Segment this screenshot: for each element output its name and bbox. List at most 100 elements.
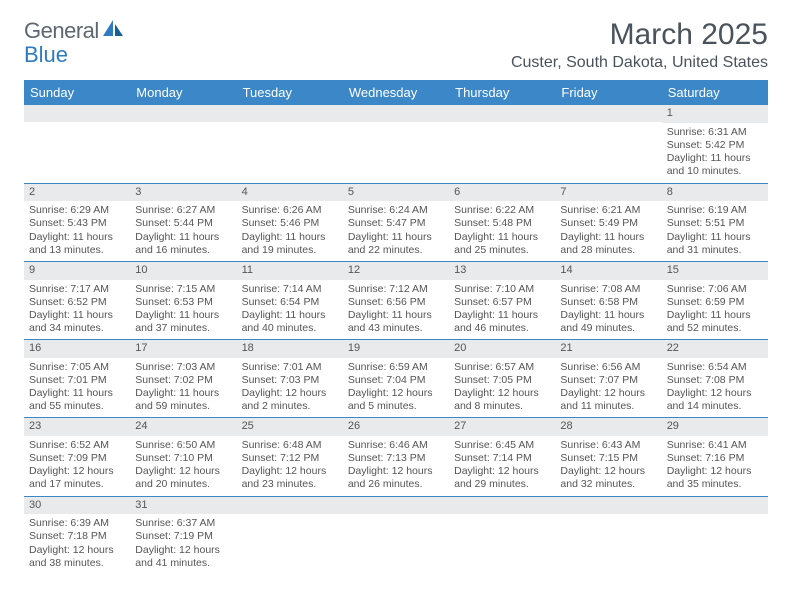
cell-line: Sunset: 5:48 PM	[454, 217, 550, 230]
cell-line: Daylight: 11 hours	[242, 309, 338, 322]
cell-line: Sunset: 7:07 PM	[560, 374, 656, 387]
cell-line: Daylight: 12 hours	[29, 544, 125, 557]
calendar-cell	[555, 496, 661, 574]
cell-line: Sunrise: 6:48 AM	[242, 439, 338, 452]
cell-line: Sunrise: 6:54 AM	[667, 361, 763, 374]
cell-body: Sunrise: 6:50 AMSunset: 7:10 PMDaylight:…	[130, 436, 236, 496]
cell-line: Sunrise: 7:06 AM	[667, 283, 763, 296]
cell-line: Daylight: 12 hours	[667, 387, 763, 400]
cell-line: Sunset: 6:56 PM	[348, 296, 444, 309]
cell-line: Sunrise: 6:45 AM	[454, 439, 550, 452]
cell-body: Sunrise: 7:15 AMSunset: 6:53 PMDaylight:…	[130, 280, 236, 340]
cell-line: Sunset: 7:13 PM	[348, 452, 444, 465]
day-header-row: Sunday Monday Tuesday Wednesday Thursday…	[24, 80, 768, 105]
cell-line: and 8 minutes.	[454, 400, 550, 413]
cell-line: and 13 minutes.	[29, 244, 125, 257]
cell-body: Sunrise: 6:29 AMSunset: 5:43 PMDaylight:…	[24, 201, 130, 261]
cell-line: Sunrise: 6:29 AM	[29, 204, 125, 217]
cell-line: Daylight: 12 hours	[29, 465, 125, 478]
cell-line: Daylight: 11 hours	[454, 231, 550, 244]
cell-line: Daylight: 12 hours	[348, 465, 444, 478]
cell-line: and 14 minutes.	[667, 400, 763, 413]
cell-line: and 41 minutes.	[135, 557, 231, 570]
cell-line: Sunset: 5:43 PM	[29, 217, 125, 230]
day-number	[237, 105, 343, 122]
day-number: 9	[24, 262, 130, 280]
calendar-cell: 25Sunrise: 6:48 AMSunset: 7:12 PMDayligh…	[237, 418, 343, 496]
calendar-cell	[237, 105, 343, 183]
cell-body: Sunrise: 6:26 AMSunset: 5:46 PMDaylight:…	[237, 201, 343, 261]
calendar-cell	[343, 496, 449, 574]
calendar-cell: 1Sunrise: 6:31 AMSunset: 5:42 PMDaylight…	[662, 105, 768, 183]
cell-line: and 17 minutes.	[29, 478, 125, 491]
cell-line: Daylight: 11 hours	[348, 231, 444, 244]
cell-line: Sunset: 7:03 PM	[242, 374, 338, 387]
calendar-cell: 7Sunrise: 6:21 AMSunset: 5:49 PMDaylight…	[555, 183, 661, 261]
calendar-cell	[449, 496, 555, 574]
cell-line: Daylight: 12 hours	[667, 465, 763, 478]
day-number: 27	[449, 418, 555, 436]
cell-line: Daylight: 11 hours	[667, 152, 763, 165]
cell-line: Sunrise: 6:21 AM	[560, 204, 656, 217]
day-number: 24	[130, 418, 236, 436]
cell-line: and 16 minutes.	[135, 244, 231, 257]
calendar-cell: 31Sunrise: 6:37 AMSunset: 7:19 PMDayligh…	[130, 496, 236, 574]
day-number: 15	[662, 262, 768, 280]
day-number: 7	[555, 184, 661, 202]
day-number: 30	[24, 497, 130, 515]
cell-line: and 52 minutes.	[667, 322, 763, 335]
calendar-cell	[555, 105, 661, 183]
calendar-cell: 19Sunrise: 6:59 AMSunset: 7:04 PMDayligh…	[343, 340, 449, 418]
cell-line: Daylight: 11 hours	[135, 309, 231, 322]
cell-body: Sunrise: 6:19 AMSunset: 5:51 PMDaylight:…	[662, 201, 768, 261]
cell-body: Sunrise: 6:31 AMSunset: 5:42 PMDaylight:…	[662, 123, 768, 183]
day-number: 16	[24, 340, 130, 358]
day-number	[662, 497, 768, 514]
calendar-cell: 27Sunrise: 6:45 AMSunset: 7:14 PMDayligh…	[449, 418, 555, 496]
cell-line: Sunrise: 6:43 AM	[560, 439, 656, 452]
cell-line: and 19 minutes.	[242, 244, 338, 257]
day-number: 23	[24, 418, 130, 436]
day-number: 4	[237, 184, 343, 202]
cell-body	[449, 122, 555, 162]
cell-line: and 55 minutes.	[29, 400, 125, 413]
cell-line: Sunrise: 6:50 AM	[135, 439, 231, 452]
cell-line: Sunset: 5:42 PM	[667, 139, 763, 152]
cell-line: Daylight: 11 hours	[454, 309, 550, 322]
cell-line: Sunrise: 7:10 AM	[454, 283, 550, 296]
cell-body: Sunrise: 6:43 AMSunset: 7:15 PMDaylight:…	[555, 436, 661, 496]
cell-line: and 10 minutes.	[667, 165, 763, 178]
cell-line: Sunrise: 6:24 AM	[348, 204, 444, 217]
day-number: 26	[343, 418, 449, 436]
cell-line: Sunrise: 6:27 AM	[135, 204, 231, 217]
day-number: 13	[449, 262, 555, 280]
cell-line: Daylight: 12 hours	[242, 465, 338, 478]
calendar-row: 23Sunrise: 6:52 AMSunset: 7:09 PMDayligh…	[24, 418, 768, 496]
cell-line: Sunset: 7:19 PM	[135, 530, 231, 543]
day-number: 3	[130, 184, 236, 202]
day-number	[237, 497, 343, 514]
cell-line: Daylight: 12 hours	[560, 465, 656, 478]
calendar-cell	[24, 105, 130, 183]
day-number: 12	[343, 262, 449, 280]
cell-body	[555, 122, 661, 162]
cell-body: Sunrise: 6:27 AMSunset: 5:44 PMDaylight:…	[130, 201, 236, 261]
cell-line: and 20 minutes.	[135, 478, 231, 491]
day-number: 21	[555, 340, 661, 358]
day-number: 2	[24, 184, 130, 202]
cell-line: Sunset: 6:53 PM	[135, 296, 231, 309]
calendar-cell: 23Sunrise: 6:52 AMSunset: 7:09 PMDayligh…	[24, 418, 130, 496]
calendar-cell: 9Sunrise: 7:17 AMSunset: 6:52 PMDaylight…	[24, 261, 130, 339]
cell-body: Sunrise: 7:12 AMSunset: 6:56 PMDaylight:…	[343, 280, 449, 340]
cell-line: Daylight: 12 hours	[135, 465, 231, 478]
cell-line: Sunset: 7:18 PM	[29, 530, 125, 543]
cell-line: Sunset: 7:10 PM	[135, 452, 231, 465]
month-title: March 2025	[511, 18, 768, 52]
day-header: Tuesday	[237, 80, 343, 105]
calendar-cell: 28Sunrise: 6:43 AMSunset: 7:15 PMDayligh…	[555, 418, 661, 496]
cell-line: Sunset: 7:12 PM	[242, 452, 338, 465]
location: Custer, South Dakota, United States	[511, 54, 768, 72]
cell-line: Sunrise: 7:01 AM	[242, 361, 338, 374]
day-number: 28	[555, 418, 661, 436]
title-block: March 2025 Custer, South Dakota, United …	[511, 18, 768, 72]
